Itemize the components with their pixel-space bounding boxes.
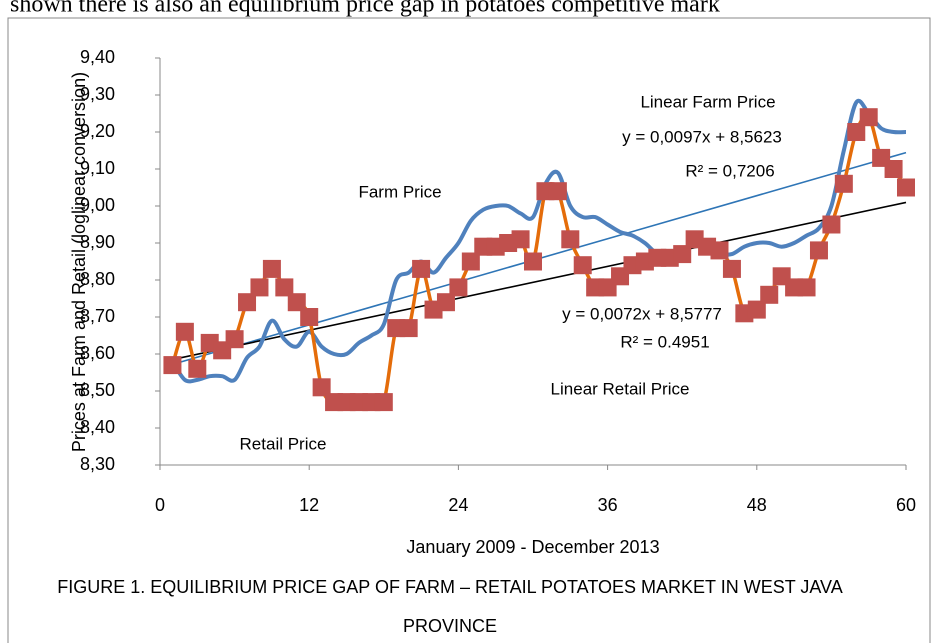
point-marker [673,245,692,264]
point-marker [436,293,455,312]
y-tick-label: 9,20 [80,121,115,141]
y-tick-label: 8,50 [80,380,115,400]
caption: PROVINCE [403,616,497,636]
point-marker [175,322,194,341]
y-tick-label: 8,70 [80,306,115,326]
annotation: R² = 0,7206 [685,161,774,180]
caption: FIGURE 1. EQUILIBRIUM PRICE GAP OF FARM … [57,577,842,597]
x-tick-label: 0 [155,495,165,515]
x-tick-label: 60 [896,495,916,515]
point-marker [561,230,580,249]
point-marker [287,293,306,312]
y-tick-label: 8,40 [80,417,115,437]
point-marker [300,308,319,326]
point-marker [548,182,567,201]
point-marker [225,330,244,349]
x-axis-title: January 2009 - December 2013 [406,537,659,557]
point-marker [163,356,182,375]
point-marker [834,174,853,193]
point-marker [524,252,542,271]
y-tick-label: 9,40 [80,47,115,67]
point-marker [312,378,331,397]
point-marker [449,278,468,297]
point-marker [461,252,480,271]
point-marker [573,256,592,275]
point-marker [412,259,431,278]
series-line [172,201,907,361]
series-label: Farm Price [358,182,441,201]
series-label: Linear Retail Price [551,379,690,398]
point-marker [238,293,257,312]
point-marker [275,278,294,297]
x-tick-label: 36 [598,495,618,515]
point-marker [250,278,269,297]
point-marker [511,230,530,249]
point-marker [722,259,741,278]
point-marker [374,393,393,412]
x-tick-label: 24 [448,495,468,515]
series-label: Linear Farm Price [640,92,775,111]
point-marker [760,285,779,304]
point-marker [710,241,729,260]
annotation: y = 0,0097x + 8,5623 [622,127,782,146]
point-marker [884,160,903,178]
point-marker [822,215,841,234]
y-tick-label: 9,30 [80,84,115,104]
point-marker [188,359,207,378]
series-line [170,98,907,384]
point-marker [897,178,915,197]
x-tick-label: 12 [299,495,319,515]
x-tick-label: 48 [747,495,767,515]
page-text: shown there is also an equilibrium price… [10,0,720,18]
y-tick-label: 8,30 [80,454,115,474]
y-tick-label: 8,80 [80,269,115,289]
y-tick-label: 9,00 [80,195,115,215]
point-marker [809,241,828,260]
y-tick-label: 9,10 [80,158,115,178]
y-axis-title: Prices at Farm and Retail (loglinear con… [69,72,89,452]
y-tick-label: 8,60 [80,343,115,363]
y-tick-label: 8,90 [80,232,115,252]
chart-frame [7,17,931,643]
annotation: y = 0,0072x + 8,5777 [562,304,722,323]
point-marker [399,319,418,338]
series-label: Retail Price [240,434,327,453]
annotation: R² = 0.4951 [620,332,709,351]
point-marker [747,300,766,319]
point-marker [847,123,866,141]
point-marker [797,278,816,297]
point-marker [262,259,281,278]
point-marker [859,108,878,127]
